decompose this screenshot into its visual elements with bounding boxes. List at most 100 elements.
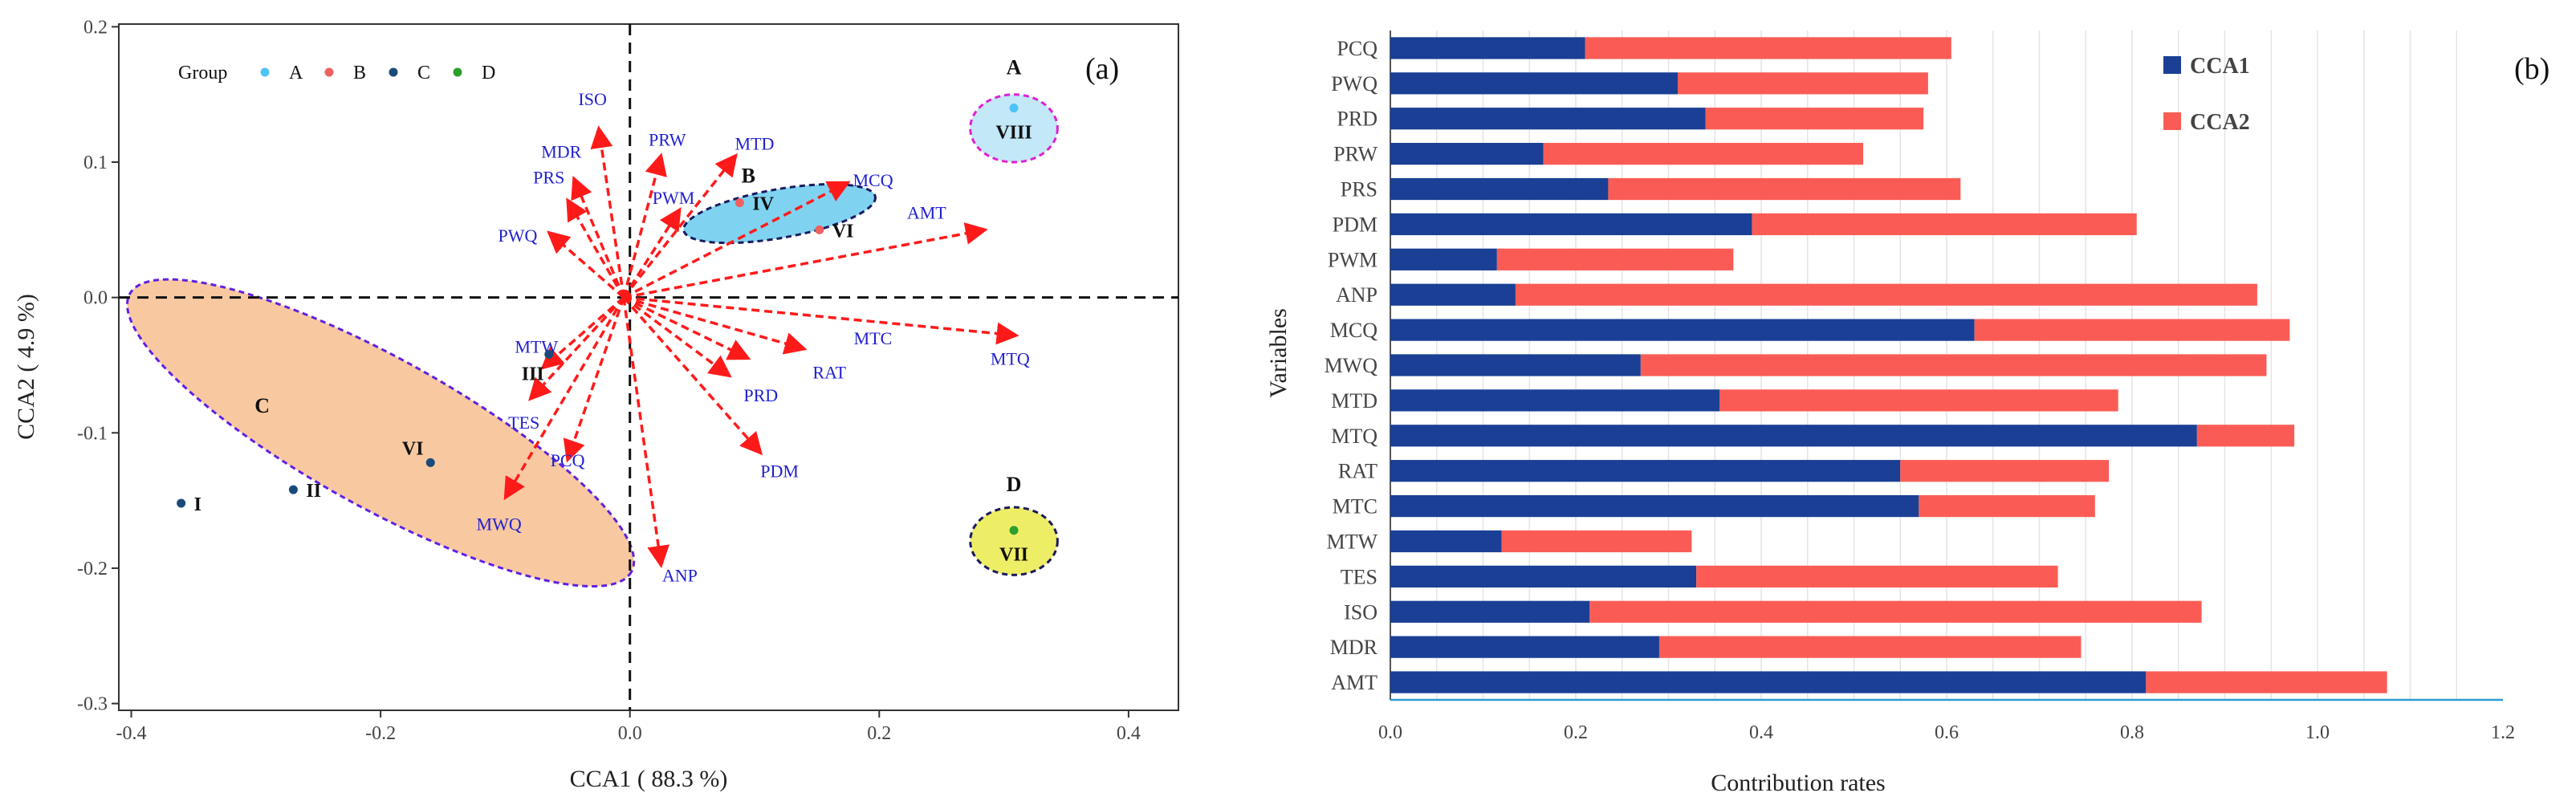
b-xtick-label: 0.4 [1749,722,1773,743]
category-label-amt: AMT [1331,671,1378,694]
bar-cca1-iso [1390,600,1590,623]
a-xtick-label: 0.4 [1117,723,1141,744]
site-point-b-5 [815,225,824,234]
vector-mtc [623,295,808,355]
bar-cca2-pwq [1678,72,1928,95]
ellipse-label-b: B [742,164,755,187]
vector-rat [623,296,751,360]
a-ytick-label: -0.2 [77,559,108,579]
vector-label-mtq: MTQ [991,349,1030,369]
bar-cca2-pcq [1585,37,1951,59]
vector-amt [623,222,988,299]
bar-cca1-pwm [1390,248,1497,270]
site-label-2: VI [402,438,424,459]
vector-iso [590,125,625,298]
bar-cca2-pdm [1752,213,2137,236]
bar-cca2-mdr [1658,636,2082,658]
vector-mcq [623,181,851,299]
category-label-pcq: PCQ [1337,37,1378,60]
site-label-4: IV [752,194,774,215]
category-label-prs: PRS [1341,178,1378,201]
bar-cca2-mtc [1919,494,2095,518]
a-xtick-label: -0.2 [365,723,396,744]
vector-mtq [623,295,1019,345]
legend-title: Group [178,63,227,83]
panel-b-ticks: 0.0 0.2 0.4 0.6 0.8 1.0 1.2 [1378,722,2515,743]
b-xtick-label: 0.0 [1378,722,1402,743]
category-label-mwq: MWQ [1325,354,1378,377]
bar-cca1-mtq [1390,425,2197,447]
vector-label-pcq: PCQ [551,450,585,470]
bar-cca1-prw [1390,143,1544,165]
b-xtick-label: 0.6 [1935,722,1959,743]
bar-cca1-mtw [1390,530,1502,553]
panel-a-x-axis-title: CCA1 ( 88.3 %) [570,766,728,792]
legend-label-d: D [482,63,495,83]
site-label-1: II [306,481,321,502]
b-xtick-label: 0.2 [1564,722,1588,743]
legend2-key-cca1 [2163,56,2181,74]
vector-label-prs: PRS [533,168,564,188]
site-label-3: III [522,364,544,384]
bar-cca2-prs [1608,177,1961,201]
category-label-pdm: PDM [1333,213,1378,236]
panel-a-y-axis-title: CCA2 ( 4.9 %) [13,294,39,440]
site-point-c-3 [544,349,554,359]
bar-cca1-pwq [1390,72,1679,95]
legend2-label-cca2: CCA2 [2190,110,2250,135]
panel-b-category-labels: PCQ PWQ PRD PRW PRS PDM PWM ANP MCQ MWQ MTD MTQ RAT M… [1325,37,1378,694]
bar-cca1-prd [1390,108,1706,130]
legend-label-c: C [417,63,430,83]
site-point-c-1 [288,485,298,494]
site-label-0: I [194,494,201,515]
panel-b-legend: CCA1 CCA2 [2163,54,2250,135]
vector-label-pdm: PDM [760,461,799,482]
ellipse-group-c [126,278,636,588]
vector-tes [528,296,625,401]
bar-cca2-mtd [1719,389,2118,412]
vector-label-prw: PRW [649,129,686,149]
bar-cca2-mtw [1501,530,1692,553]
category-label-rat: RAT [1338,460,1378,483]
legend2-label-cca1: CCA1 [2190,54,2250,79]
vector-label-mtd: MTD [735,133,775,153]
group-ellipses: A B C D [126,55,1059,588]
a-xtick-label: 0.2 [867,723,891,744]
bar-cca1-anp [1390,283,1516,306]
site-label-5: VI [832,221,854,242]
panel-b-x-axis-title: Contribution rates [1711,770,1885,796]
category-label-pwq: PWQ [1331,72,1378,96]
vector-label-tes: TES [508,413,539,433]
vector-prs [566,197,625,299]
bar-cca2-iso [1589,600,2202,623]
panel-a-legend: Group A B C D [178,63,495,83]
vector-label-rat: RAT [812,362,846,382]
b-xtick-label: 1.2 [2491,722,2515,743]
panel-b-y-axis-title: Variables [1265,308,1292,398]
ellipse-label-a: A [1007,55,1022,79]
bar-cca1-pdm [1390,213,1752,236]
environment-vectors: ISO MDR PRS PWQ PRW MTD PWM MCQ AMT MTC MTQ RAT PRD P… [477,89,1030,586]
vector-prd [622,296,732,378]
bar-cca1-mdr [1390,636,1659,658]
bar-cca1-rat [1390,460,1901,482]
a-xtick-label: 0.0 [618,723,642,744]
bar-cca1-mwq [1390,354,1641,376]
a-ytick-label: -0.3 [77,694,108,715]
category-label-anp: ANP [1336,283,1378,307]
bar-cca2-mtq [2196,425,2295,447]
legend-key-b [324,67,334,77]
bar-cca2-rat [1900,460,2110,482]
legend-label-b: B [353,63,366,83]
bar-cca1-amt [1390,671,2147,693]
b-xtick-label: 0.8 [2120,722,2144,743]
legend-key-a [260,67,270,77]
category-label-mcq: MCQ [1330,319,1378,342]
site-point-c-2 [425,457,435,467]
category-label-mdr: MDR [1330,636,1378,659]
category-label-mtc: MTC [1333,495,1378,518]
vector-label-mdr: MDR [541,142,581,162]
site-point-d-7 [1009,526,1019,535]
bar-cca2-mcq [1974,319,2290,341]
